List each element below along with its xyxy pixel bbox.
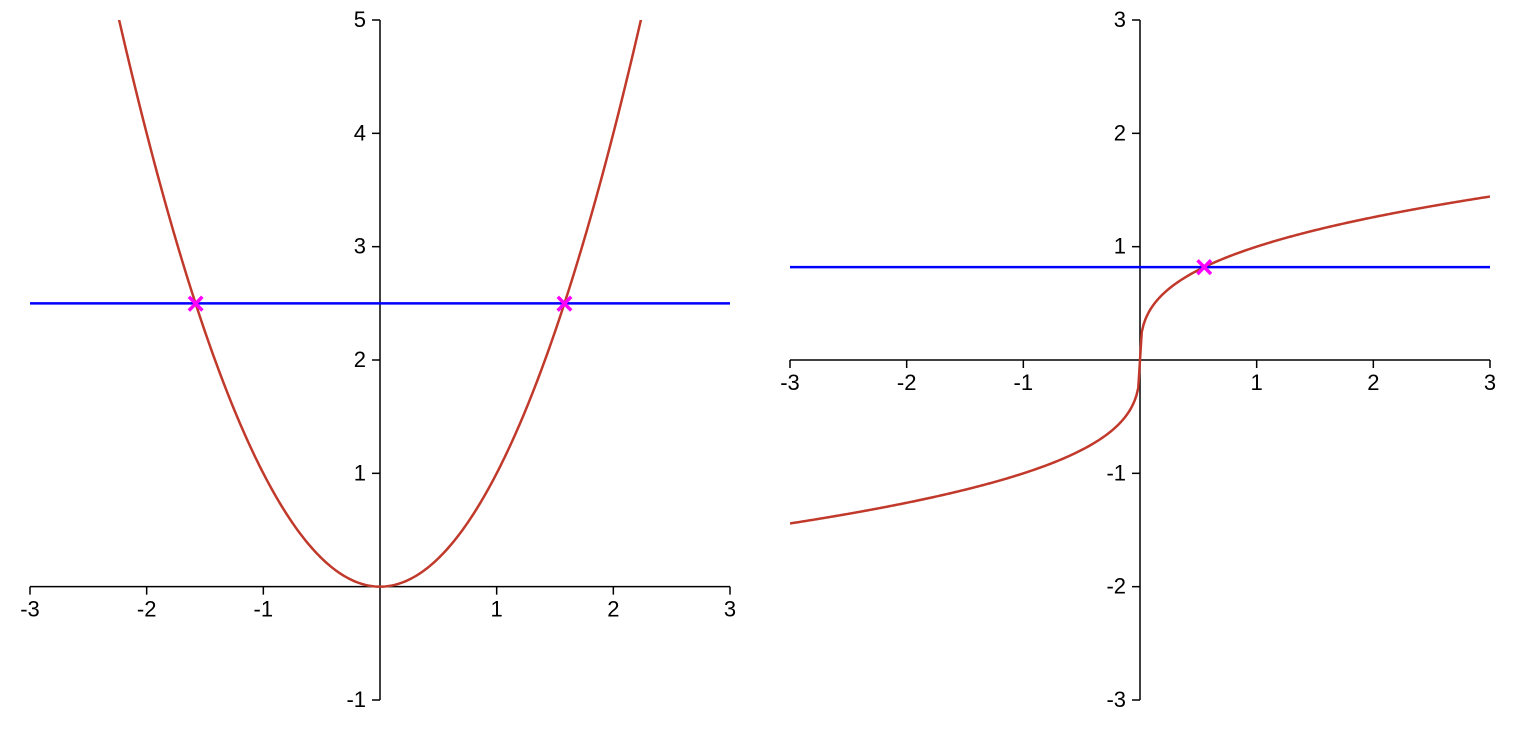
y-tick-label: -1 bbox=[1106, 460, 1126, 485]
x-tick-label: 3 bbox=[724, 597, 736, 622]
y-tick-label: -3 bbox=[1106, 687, 1126, 712]
x-tick-label: -1 bbox=[254, 597, 274, 622]
right-panel: -3 -2 -1 1 2 3 -3 -2 -1 1 2 3 × bbox=[760, 0, 1520, 750]
y-tick-label: 2 bbox=[1114, 120, 1126, 145]
intersection-marker: × bbox=[555, 285, 574, 321]
right-chart-svg: -3 -2 -1 1 2 3 -3 -2 -1 1 2 3 × bbox=[760, 0, 1520, 750]
y-tick-label: 3 bbox=[354, 234, 366, 259]
chart-container: -3 -2 -1 1 2 3 -1 1 2 3 4 5 × × -3 -2 -1 1 2 3 -3 -2 -1 1 2 3 × bbox=[0, 0, 1521, 750]
x-tick-label: -2 bbox=[137, 597, 157, 622]
x-tick-label: 1 bbox=[1251, 370, 1263, 395]
y-tick-label: 1 bbox=[1114, 234, 1126, 259]
left-panel: -3 -2 -1 1 2 3 -1 1 2 3 4 5 × × bbox=[0, 0, 760, 750]
y-tick-label: -2 bbox=[1106, 574, 1126, 599]
x-tick-label: -2 bbox=[897, 370, 917, 395]
x-tick-label: 2 bbox=[607, 597, 619, 622]
intersection-marker: × bbox=[186, 285, 205, 321]
x-tick-label: -3 bbox=[20, 597, 40, 622]
y-tick-label: 5 bbox=[354, 7, 366, 32]
y-tick-label: 1 bbox=[354, 460, 366, 485]
y-tick-label: 4 bbox=[354, 120, 366, 145]
intersection-marker: × bbox=[1195, 249, 1214, 285]
x-tick-label: 3 bbox=[1484, 370, 1496, 395]
x-tick-label: -3 bbox=[780, 370, 800, 395]
y-tick-label: 3 bbox=[1114, 7, 1126, 32]
x-tick-label: -1 bbox=[1014, 370, 1034, 395]
left-chart-svg: -3 -2 -1 1 2 3 -1 1 2 3 4 5 × × bbox=[0, 0, 760, 750]
y-tick-label: 2 bbox=[354, 347, 366, 372]
x-tick-label: 2 bbox=[1367, 370, 1379, 395]
y-tick-label: -1 bbox=[346, 687, 366, 712]
x-tick-label: 1 bbox=[491, 597, 503, 622]
